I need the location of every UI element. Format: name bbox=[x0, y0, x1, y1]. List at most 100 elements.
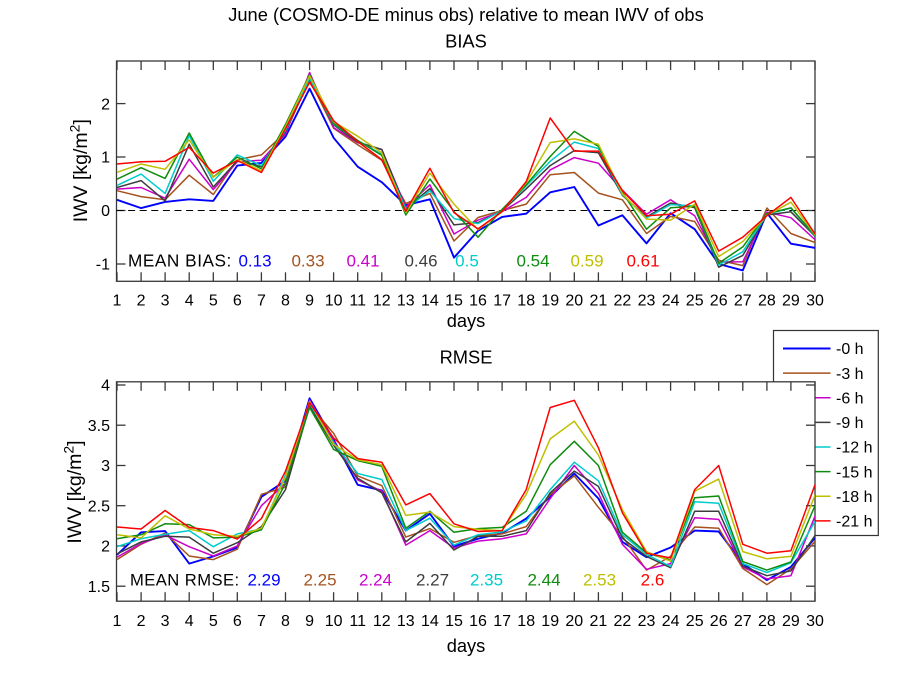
svg-text:2: 2 bbox=[101, 96, 110, 113]
svg-text:2: 2 bbox=[137, 293, 146, 310]
svg-text:28: 28 bbox=[758, 613, 776, 630]
svg-text:17: 17 bbox=[493, 293, 511, 310]
svg-text:3: 3 bbox=[161, 613, 170, 630]
svg-text:11: 11 bbox=[349, 613, 366, 630]
svg-text:MEAN BIAS:: MEAN BIAS: bbox=[128, 251, 232, 271]
svg-text:21: 21 bbox=[590, 293, 608, 310]
svg-text:25: 25 bbox=[686, 293, 704, 310]
svg-text:3: 3 bbox=[161, 293, 170, 310]
svg-text:2.6: 2.6 bbox=[641, 571, 665, 590]
svg-text:RMSE: RMSE bbox=[440, 347, 493, 368]
svg-text:-15 h: -15 h bbox=[836, 464, 872, 481]
svg-text:2.24: 2.24 bbox=[359, 571, 392, 590]
svg-text:6: 6 bbox=[233, 613, 242, 630]
svg-text:26: 26 bbox=[710, 293, 728, 310]
svg-text:1: 1 bbox=[113, 293, 122, 310]
svg-text:13: 13 bbox=[397, 613, 415, 630]
svg-text:days: days bbox=[447, 635, 486, 656]
svg-text:MEAN RMSE:: MEAN RMSE: bbox=[130, 571, 240, 590]
svg-text:0.13: 0.13 bbox=[238, 252, 271, 271]
svg-text:7: 7 bbox=[257, 613, 266, 630]
svg-text:1: 1 bbox=[113, 613, 122, 630]
svg-text:30: 30 bbox=[806, 293, 824, 310]
svg-text:4: 4 bbox=[185, 613, 194, 630]
svg-text:3.5: 3.5 bbox=[88, 418, 110, 435]
svg-text:0.5: 0.5 bbox=[455, 252, 479, 271]
svg-text:23: 23 bbox=[638, 293, 656, 310]
svg-text:8: 8 bbox=[281, 293, 290, 310]
svg-text:15: 15 bbox=[445, 293, 463, 310]
svg-text:0.54: 0.54 bbox=[516, 252, 549, 271]
svg-text:IWV [kg/m2]: IWV [kg/m2] bbox=[61, 440, 87, 543]
svg-text:29: 29 bbox=[782, 293, 800, 310]
svg-text:0: 0 bbox=[101, 203, 110, 220]
svg-text:9: 9 bbox=[305, 293, 314, 310]
svg-text:12: 12 bbox=[373, 293, 391, 310]
svg-text:19: 19 bbox=[541, 293, 559, 310]
svg-text:19: 19 bbox=[541, 613, 559, 630]
svg-text:June (COSMO-DE minus obs) rela: June (COSMO-DE minus obs) relative to me… bbox=[228, 4, 703, 25]
svg-text:30: 30 bbox=[806, 613, 824, 630]
svg-text:24: 24 bbox=[662, 613, 680, 630]
svg-text:24: 24 bbox=[662, 293, 680, 310]
svg-text:2.29: 2.29 bbox=[247, 571, 280, 590]
svg-text:21: 21 bbox=[590, 613, 608, 630]
svg-text:0.33: 0.33 bbox=[291, 252, 324, 271]
svg-text:0.46: 0.46 bbox=[404, 252, 437, 271]
svg-text:18: 18 bbox=[517, 293, 535, 310]
svg-text:26: 26 bbox=[710, 613, 728, 630]
svg-text:-21 h: -21 h bbox=[836, 514, 872, 531]
svg-text:20: 20 bbox=[565, 613, 583, 630]
svg-text:-6 h: -6 h bbox=[836, 391, 864, 408]
svg-text:10: 10 bbox=[325, 293, 343, 310]
svg-text:29: 29 bbox=[782, 613, 800, 630]
svg-text:25: 25 bbox=[686, 613, 704, 630]
svg-text:2.35: 2.35 bbox=[470, 571, 503, 590]
svg-text:IWV [kg/m2]: IWV [kg/m2] bbox=[67, 119, 93, 222]
svg-text:1: 1 bbox=[101, 150, 110, 167]
svg-text:8: 8 bbox=[281, 613, 290, 630]
svg-text:10: 10 bbox=[325, 613, 343, 630]
svg-text:7: 7 bbox=[257, 293, 266, 310]
svg-text:6: 6 bbox=[233, 293, 242, 310]
svg-text:2.5: 2.5 bbox=[88, 498, 110, 515]
svg-text:14: 14 bbox=[421, 613, 439, 630]
svg-text:13: 13 bbox=[397, 293, 415, 310]
svg-text:0.61: 0.61 bbox=[626, 252, 659, 271]
svg-text:4: 4 bbox=[185, 293, 194, 310]
svg-text:-12 h: -12 h bbox=[836, 440, 872, 457]
svg-text:BIAS: BIAS bbox=[445, 30, 487, 51]
svg-text:18: 18 bbox=[517, 613, 535, 630]
svg-text:11: 11 bbox=[349, 293, 366, 310]
svg-text:27: 27 bbox=[734, 293, 752, 310]
svg-text:2: 2 bbox=[137, 613, 146, 630]
svg-text:5: 5 bbox=[209, 613, 218, 630]
svg-text:-0 h: -0 h bbox=[836, 341, 864, 358]
svg-text:-18 h: -18 h bbox=[836, 489, 872, 506]
svg-text:0.41: 0.41 bbox=[346, 252, 379, 271]
svg-text:5: 5 bbox=[209, 293, 218, 310]
svg-text:12: 12 bbox=[373, 613, 391, 630]
svg-text:14: 14 bbox=[421, 293, 439, 310]
svg-text:16: 16 bbox=[469, 293, 487, 310]
svg-text:-1: -1 bbox=[96, 257, 110, 274]
svg-text:0.59: 0.59 bbox=[570, 252, 603, 271]
svg-text:9: 9 bbox=[305, 613, 314, 630]
svg-text:17: 17 bbox=[493, 613, 511, 630]
svg-text:22: 22 bbox=[614, 293, 632, 310]
svg-text:-3 h: -3 h bbox=[836, 366, 864, 383]
svg-text:2: 2 bbox=[101, 539, 110, 556]
svg-text:27: 27 bbox=[734, 613, 752, 630]
svg-text:4: 4 bbox=[101, 378, 110, 395]
svg-text:15: 15 bbox=[445, 613, 463, 630]
svg-text:1.5: 1.5 bbox=[88, 579, 110, 596]
svg-text:2.53: 2.53 bbox=[583, 571, 616, 590]
svg-text:2.25: 2.25 bbox=[303, 571, 336, 590]
svg-text:3: 3 bbox=[101, 458, 110, 475]
svg-text:23: 23 bbox=[638, 613, 656, 630]
svg-text:22: 22 bbox=[614, 613, 632, 630]
svg-text:-9 h: -9 h bbox=[836, 415, 864, 432]
svg-text:days: days bbox=[447, 310, 486, 331]
svg-text:16: 16 bbox=[469, 613, 487, 630]
svg-text:28: 28 bbox=[758, 293, 776, 310]
